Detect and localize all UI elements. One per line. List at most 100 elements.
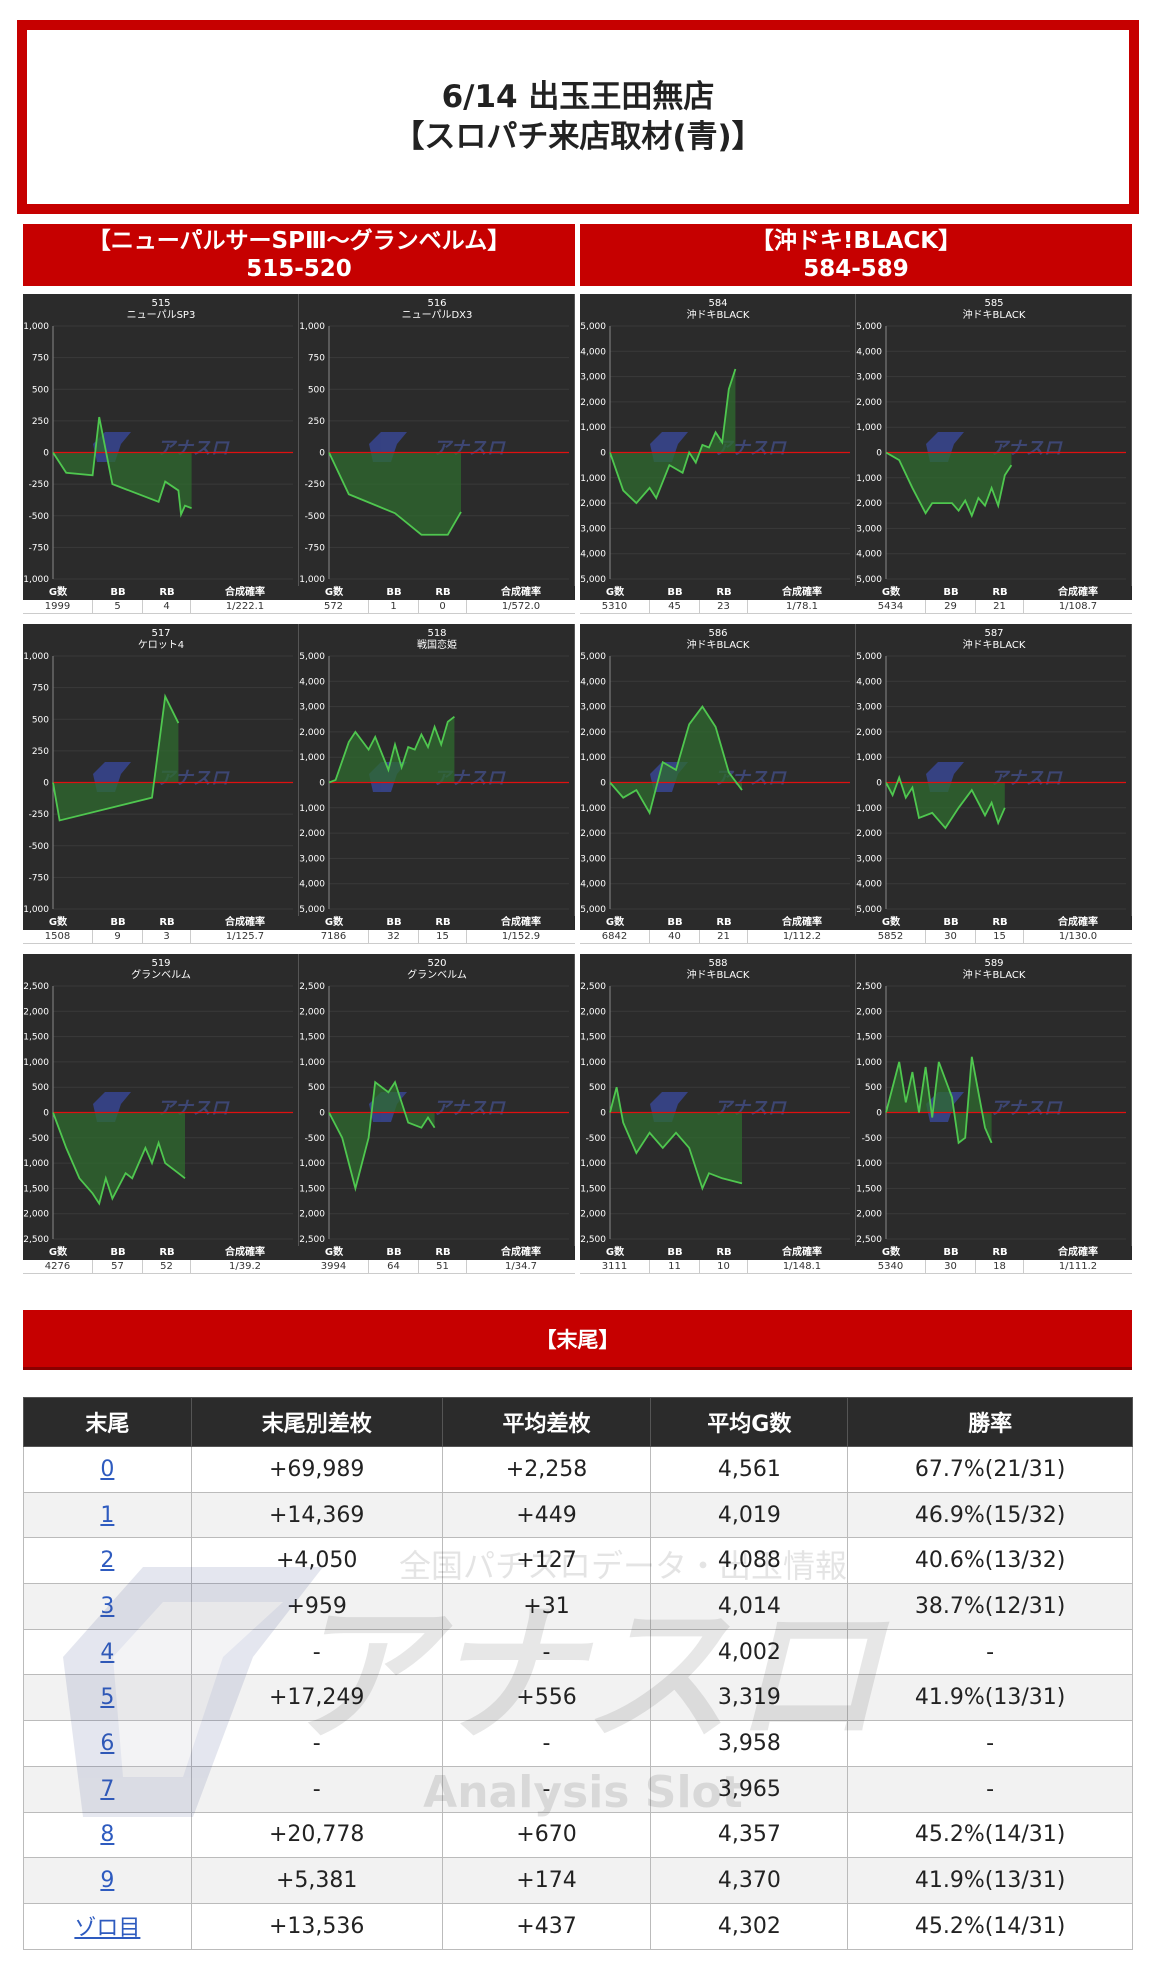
y-tick-label: -2,500 <box>299 1235 325 1245</box>
y-tick-label: 1,000 <box>856 423 882 433</box>
table-row: ゾロ目 +13,536 +437 4,302 45.2%(14/31) <box>23 1902 1133 1950</box>
cell-diff: +5,381 <box>190 1857 443 1904</box>
machine-name: 沖ドキBLACK <box>963 638 1026 651</box>
series-line <box>52 416 192 518</box>
cell-games: 4,370 <box>650 1857 849 1904</box>
stat-value-row: 572 1 0 1/572.0 <box>299 600 575 614</box>
stat-value-bb: 57 <box>93 1260 143 1274</box>
y-tick-label: -2,000 <box>580 499 606 509</box>
tail-link[interactable]: ゾロ目 <box>74 1916 141 1942</box>
tail-link[interactable]: 3 <box>100 1593 115 1619</box>
y-tick-label: 3,000 <box>299 703 325 713</box>
y-tick-label: -1,000 <box>23 905 49 915</box>
y-tick-label: -1,000 <box>856 804 882 814</box>
stat-value-g: 4276 <box>23 1260 93 1274</box>
y-tick-label: -2,500 <box>23 1235 49 1245</box>
stat-value-bb: 9 <box>93 930 143 944</box>
series-line <box>609 1086 743 1191</box>
y-tick-label: -750 <box>305 543 326 553</box>
stat-header-row: G数 BB RB 合成確率 <box>23 1246 299 1260</box>
stat-value-bb: 64 <box>369 1260 419 1274</box>
stat-value-bb: 11 <box>650 1260 700 1274</box>
stat-label-rate: 合成確率 <box>782 917 822 928</box>
machine-name: 沖ドキBLACK <box>687 308 750 321</box>
stat-value-row: 5310 45 23 1/78.1 <box>580 600 856 614</box>
y-tick-label: -4,000 <box>856 550 882 560</box>
stat-value-rb: 3 <box>143 930 191 944</box>
stat-label-rate: 合成確率 <box>1058 917 1098 928</box>
machine-name: ケロット4 <box>138 639 184 651</box>
y-tick-label: 750 <box>308 354 325 364</box>
cell-games: 3,965 <box>650 1765 849 1813</box>
y-tick-label: 1,000 <box>23 1058 49 1068</box>
cell-tail: ゾロ目 <box>23 1902 192 1950</box>
stat-label-bb: BB <box>386 587 402 598</box>
stat-value-g: 5852 <box>856 930 926 944</box>
y-tick-label: 2,000 <box>580 398 606 408</box>
stat-label-rate: 合成確率 <box>1058 587 1098 598</box>
stat-value-rate: 1/39.2 <box>229 1261 261 1272</box>
y-tick-label: 750 <box>32 684 49 694</box>
cell-avg: +2,258 <box>441 1446 652 1493</box>
series-line <box>885 451 1013 519</box>
cell-winrate: - <box>847 1765 1133 1813</box>
y-tick-label: 500 <box>32 1083 49 1093</box>
y-tick-label: -5,000 <box>580 905 606 915</box>
y-tick-label: 4,000 <box>580 347 606 357</box>
y-tick-label: -1,000 <box>856 474 882 484</box>
series-area <box>329 716 455 783</box>
cell-tail: 1 <box>23 1491 192 1539</box>
stat-header-row: G数 BB RB 合成確率 <box>299 916 575 930</box>
y-tick-label: -3,000 <box>856 854 882 864</box>
y-tick-label: -1,000 <box>299 804 325 814</box>
stat-value-rate: 1/148.1 <box>782 1261 822 1272</box>
y-tick-label: 4,000 <box>856 677 882 687</box>
stat-value-bb: 5 <box>93 600 143 614</box>
tail-link[interactable]: 2 <box>100 1548 115 1574</box>
y-tick-label: -1,500 <box>580 1184 606 1194</box>
tail-link[interactable]: 0 <box>100 1456 115 1482</box>
tail-link[interactable]: 4 <box>100 1639 115 1665</box>
y-tick-label: 0 <box>43 449 49 459</box>
stat-value-rb: 15 <box>419 930 467 944</box>
stat-value-rate: 1/130.0 <box>1058 931 1098 942</box>
stat-label-bb: BB <box>110 917 126 928</box>
y-tick-label: 1,000 <box>580 1058 606 1068</box>
machine-number: 518 <box>427 628 446 639</box>
cell-diff: +20,778 <box>190 1811 443 1859</box>
stat-label-bb: BB <box>110 1247 126 1258</box>
series-line <box>328 716 455 784</box>
stat-value-rate: 1/112.2 <box>782 931 822 942</box>
stat-value-rate: 1/572.0 <box>501 601 541 612</box>
stat-label-bb: BB <box>943 587 959 598</box>
tail-link[interactable]: 9 <box>100 1868 115 1894</box>
stat-label-bb: BB <box>386 917 402 928</box>
table-row: 3 +959 +31 4,014 38.7%(12/31) <box>23 1583 1133 1630</box>
panel-range: 584-589 <box>803 256 909 282</box>
stat-label-rate: 合成確率 <box>501 917 541 928</box>
tail-link[interactable]: 8 <box>100 1822 115 1848</box>
y-tick-label: -500 <box>862 1134 883 1144</box>
cell-winrate: 40.6%(13/32) <box>847 1537 1133 1585</box>
stat-value-row: 7186 32 15 1/152.9 <box>299 930 575 944</box>
stat-label-rb: RB <box>435 1247 451 1258</box>
y-tick-label: -2,000 <box>856 499 882 509</box>
stat-value-g: 572 <box>299 600 369 614</box>
stat-value-rb: 23 <box>700 600 748 614</box>
machine-number: 516 <box>427 298 446 309</box>
y-tick-label: -1,000 <box>580 474 606 484</box>
tail-link[interactable]: 5 <box>100 1685 115 1711</box>
col-header-games: 平均G数 <box>650 1397 849 1447</box>
chart-grid: 584沖ドキBLACK5,0004,0003,0002,0001,0000-1,… <box>580 294 1132 1284</box>
tail-table-wrap: 末尾 末尾別差枚 平均差枚 平均G数 勝率 0 +69,989 +2,258 4,56… <box>23 1397 1133 1950</box>
machine-name: 沖ドキBLACK <box>963 308 1026 321</box>
tail-link[interactable]: 6 <box>100 1730 115 1756</box>
stat-value-bb: 45 <box>650 600 700 614</box>
stat-label-g: G数 <box>48 587 68 598</box>
machine-number: 520 <box>427 958 446 969</box>
tail-link[interactable]: 1 <box>100 1502 115 1528</box>
tail-link[interactable]: 7 <box>100 1776 115 1802</box>
stat-label-bb: BB <box>943 1247 959 1258</box>
